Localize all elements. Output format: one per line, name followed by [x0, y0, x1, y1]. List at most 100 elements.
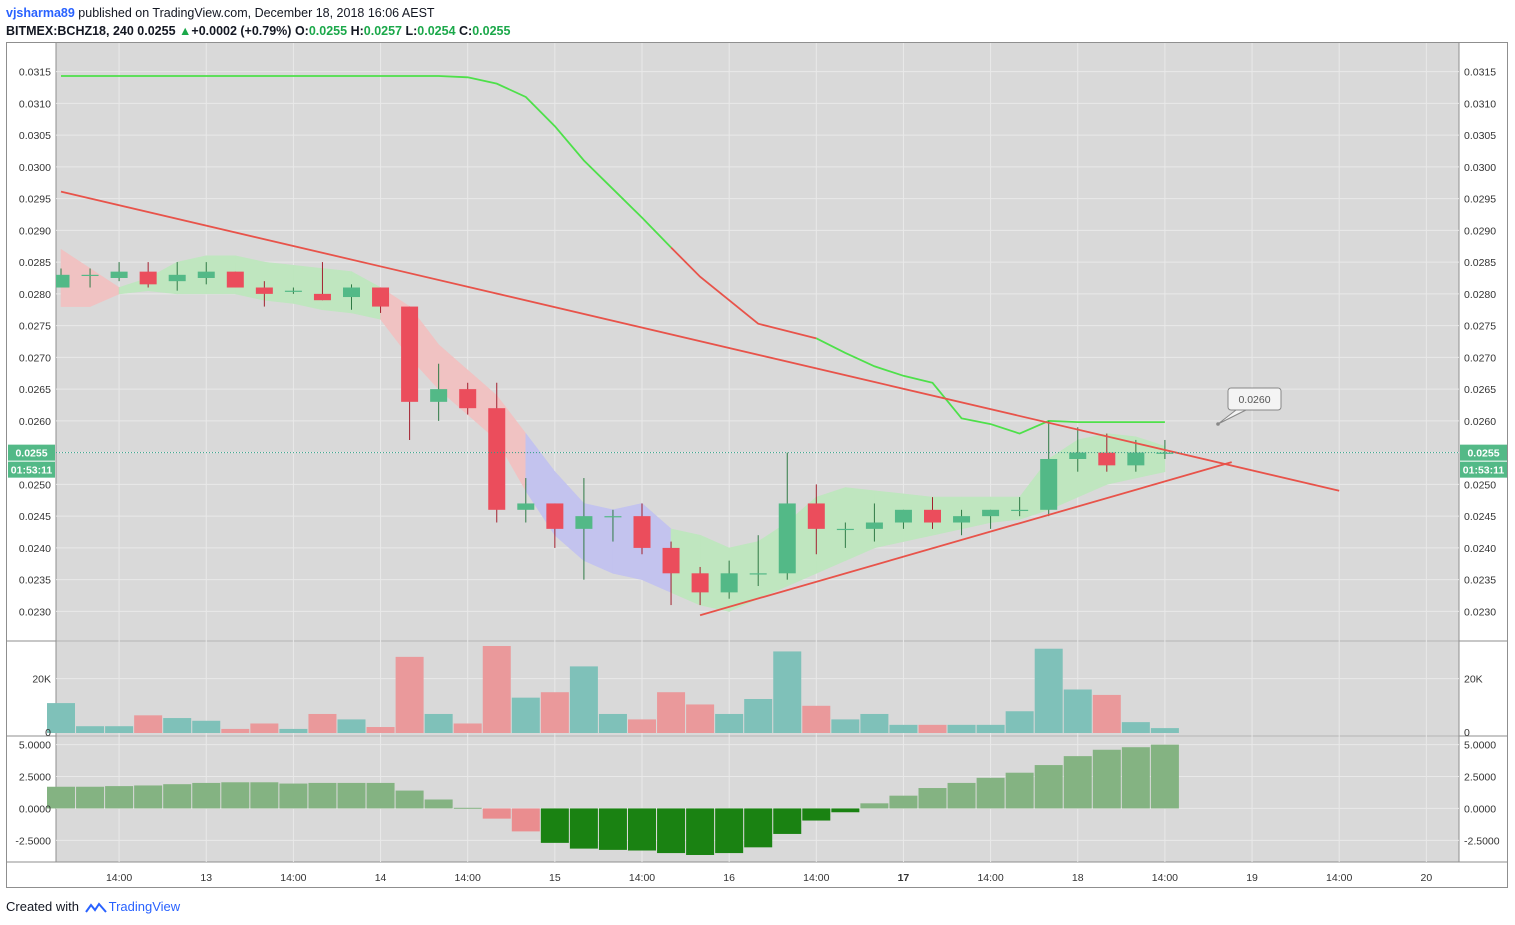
low-label: L: [405, 24, 418, 38]
oscillator-tick-right: 2.5000 [1464, 772, 1496, 784]
volume-bar [802, 705, 831, 733]
price-tick-left: 0.0275 [19, 321, 51, 333]
price-tick-right: 0.0295 [1464, 194, 1496, 206]
candle-body [343, 287, 360, 298]
trendline-resistance [60, 190, 1340, 492]
price-tick-left: 0.0300 [19, 162, 51, 174]
candle-body [110, 271, 128, 278]
last-price: 0.0255 [137, 24, 176, 38]
candles[interactable] [53, 262, 1174, 606]
volume-bar [163, 718, 192, 733]
volume-bar [424, 713, 453, 733]
band-segment [815, 487, 846, 574]
oscillator-bar [744, 808, 773, 848]
volume-tick-left: 20K [32, 674, 51, 686]
volume-tick-left: 0 [45, 727, 51, 739]
volume-bar [976, 724, 1005, 733]
volume-bar [773, 651, 802, 733]
author-link[interactable]: vjsharma89 [6, 6, 75, 20]
candle-body [546, 503, 564, 529]
volume-bar [715, 713, 744, 733]
volume-bar [598, 713, 627, 733]
candle-body [778, 503, 796, 574]
oscillator-bar [1034, 765, 1063, 809]
oscillator-bar [889, 795, 918, 809]
candle-body [953, 516, 971, 523]
footer: Created with TradingView [6, 899, 180, 915]
time-tick-label: 14 [375, 872, 387, 884]
candle-body [459, 389, 477, 409]
last-price-tag-left-bg [8, 444, 55, 461]
candle-body [56, 274, 70, 288]
candle-body [1011, 509, 1029, 512]
countdown-label: 01:53:11 [1463, 465, 1505, 477]
close-value: 0.0255 [472, 24, 511, 38]
oscillator-bars [47, 744, 1179, 855]
oscillator-bar [76, 786, 105, 809]
volume-bar [76, 726, 105, 733]
oscillator-bar [715, 808, 744, 854]
time-tick-label: 20 [1421, 872, 1433, 884]
time-tick-label: 19 [1246, 872, 1258, 884]
candle-body [691, 573, 709, 593]
oscillator-bar [424, 799, 453, 809]
volume-bar [657, 692, 686, 733]
open-value: 0.0255 [308, 24, 348, 38]
published-text: published on TradingView.com, December 1… [78, 6, 435, 20]
trendlines[interactable] [60, 190, 1340, 617]
created-with-text: Created with [6, 899, 79, 914]
oscillator-bar [511, 808, 540, 832]
volume-bar [279, 728, 308, 733]
price-tick-left: 0.0305 [19, 130, 51, 142]
symbol-name[interactable]: BITMEX:BCHZ18, 240 [6, 24, 134, 38]
oscillator-bar [976, 777, 1005, 809]
volume-bar [686, 704, 715, 733]
oscillator-tick-right: 0.0000 [1464, 803, 1496, 815]
volume-bar [831, 719, 860, 733]
band-segment [264, 261, 294, 304]
price-tick-right: 0.0245 [1464, 511, 1496, 523]
price-pane-bg [56, 43, 1459, 640]
candle-body [517, 503, 535, 510]
volume-bar [628, 719, 656, 733]
price-tick-left: 0.0290 [19, 225, 51, 237]
oscillator-bar [947, 782, 976, 809]
oscillator-bar [540, 808, 569, 843]
moving-average [61, 75, 1165, 435]
tradingview-logo-icon [84, 901, 107, 913]
volume-bar [47, 703, 75, 733]
time-tick-label: 18 [1072, 872, 1084, 884]
price-tick-right: 0.0270 [1464, 352, 1496, 364]
oscillator-bar [134, 785, 163, 809]
price-tick-right: 0.0290 [1464, 225, 1496, 237]
oscillator-bar [279, 783, 308, 809]
time-tick-label: 14:00 [106, 872, 132, 884]
volume-bar [1150, 728, 1179, 733]
candle-body [807, 503, 825, 529]
moving-average-line [670, 246, 817, 340]
volume-bar [511, 697, 540, 733]
price-tick-right: 0.0235 [1464, 575, 1496, 587]
price-tick-left: 0.0250 [19, 479, 51, 491]
price-change: +0.0002 (+0.79%) [191, 24, 292, 38]
tradingview-link[interactable]: TradingView [108, 899, 181, 914]
oscillator-tick-left: 5.0000 [19, 740, 51, 752]
candle-body [284, 290, 302, 292]
volume-bar [395, 656, 424, 733]
publish-line: vjsharma89 published on TradingView.com,… [6, 4, 510, 22]
last-price-tag-right-countdown-bg [1460, 461, 1507, 478]
candle-body [1127, 452, 1145, 466]
open-label: O: [294, 24, 309, 38]
price-tick-left: 0.0310 [19, 98, 51, 110]
callout-box [1227, 387, 1282, 411]
oscillator-bar [1005, 772, 1034, 809]
oscillator-bar [250, 782, 279, 809]
oscillator-bar [628, 808, 656, 851]
time-tick-label: 14:00 [629, 872, 655, 884]
price-tick-right: 0.0285 [1464, 257, 1496, 269]
oscillator-bar [47, 786, 75, 809]
oscillator-tick-left: 2.5000 [19, 772, 51, 784]
high-value: 0.0257 [363, 24, 402, 38]
volume-bar [947, 724, 976, 733]
